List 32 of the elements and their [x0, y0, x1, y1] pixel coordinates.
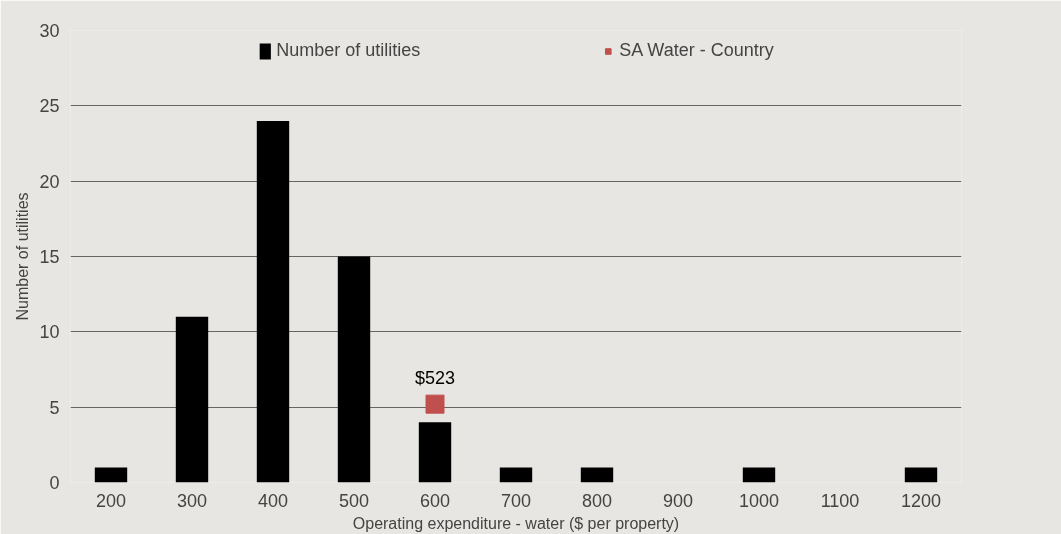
bar: [256, 120, 290, 483]
y-tick-label: 30: [39, 21, 60, 41]
bar: [94, 467, 128, 483]
bar: [742, 467, 776, 483]
x-axis-title: Operating expenditure - water ($ per property): [352, 514, 680, 532]
bar: [337, 256, 371, 483]
x-tick-label: 200: [95, 490, 127, 511]
x-tick-label: 1200: [900, 490, 942, 511]
x-tick-label: 600: [419, 490, 451, 511]
x-tick-label: 700: [500, 490, 532, 511]
x-tick-label: 400: [257, 490, 289, 511]
y-tick-label: 0: [49, 473, 60, 493]
y-tick-label: 15: [39, 247, 60, 267]
bar: [580, 467, 614, 483]
bar: [904, 467, 938, 483]
bar: [499, 467, 533, 483]
x-tick-label: 1100: [820, 490, 860, 511]
x-tick-label: 900: [662, 490, 694, 511]
y-axis-title: Number of utilities: [14, 192, 32, 321]
x-tick-label: 800: [581, 490, 613, 511]
x-tick-label: 1000: [738, 490, 780, 511]
y-tick-label: 25: [39, 96, 60, 117]
legend-label: Number of utilities: [276, 40, 421, 61]
legend-label: SA Water - Country: [619, 40, 774, 61]
y-tick-label: 10: [39, 322, 60, 343]
bar: [175, 316, 209, 483]
y-tick-label: 5: [49, 397, 60, 418]
x-tick-label: 300: [176, 490, 208, 511]
y-tick-label: 20: [39, 171, 60, 192]
bar: [418, 422, 452, 483]
annotation: $523: [414, 368, 456, 389]
x-tick-label: 500: [338, 490, 370, 511]
